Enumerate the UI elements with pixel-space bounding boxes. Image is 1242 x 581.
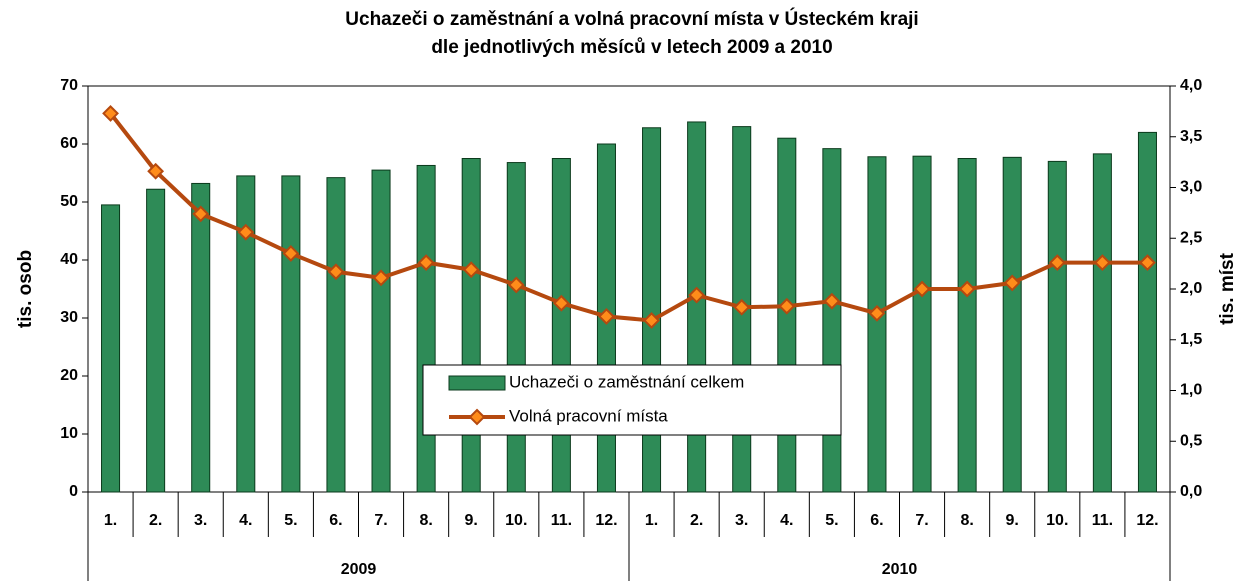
bar	[1137, 131, 1157, 493]
marker	[1048, 254, 1066, 272]
x-tick-label: 9.	[1006, 512, 1019, 529]
y-tick-label: 70	[60, 77, 78, 94]
x-tick-label: 6.	[329, 512, 342, 529]
x-tick-label: 4.	[780, 512, 793, 529]
x-tick-label: 2.	[149, 512, 162, 529]
y2-tick-label: 2,5	[1180, 229, 1202, 246]
x-tick-label: 7.	[374, 512, 387, 529]
x-tick-label: 9.	[465, 512, 478, 529]
bar	[551, 158, 571, 493]
x-tick-label: 1.	[645, 512, 658, 529]
y-tick-label: 40	[60, 251, 78, 268]
legend-label: Volná pracovní místa	[509, 406, 668, 425]
marker	[102, 104, 119, 122]
group-label: 2009	[341, 561, 377, 578]
marker	[417, 254, 435, 272]
y2-tick-label: 0,0	[1180, 483, 1202, 500]
marker	[372, 269, 390, 287]
x-tick-label: 8.	[419, 512, 432, 529]
y-tick-label: 30	[60, 309, 78, 326]
marker	[327, 263, 345, 281]
x-tick-label: 5.	[825, 512, 838, 529]
bar	[146, 188, 166, 493]
bar	[371, 169, 391, 493]
chart-title: dle jednotlivých měsíců v letech 2009 a …	[431, 37, 832, 58]
marker	[598, 307, 615, 325]
bar	[326, 177, 346, 493]
marker	[237, 223, 255, 241]
marker	[282, 245, 300, 262]
y-tick-label: 60	[60, 135, 78, 152]
y2-tick-label: 3,0	[1180, 179, 1202, 196]
bar	[687, 121, 707, 493]
marker	[733, 298, 751, 316]
chart-title: Uchazeči o zaměstnání a volná pracovní m…	[345, 8, 918, 30]
marker	[1093, 254, 1111, 272]
x-tick-label: 5.	[284, 512, 297, 529]
x-tick-label: 8.	[960, 512, 973, 529]
y2-tick-label: 4,0	[1180, 77, 1202, 94]
bar	[236, 175, 256, 493]
x-tick-label: 6.	[870, 512, 883, 529]
x-tick-label: 10.	[505, 512, 527, 529]
bar	[1047, 160, 1067, 493]
x-tick-label: 1.	[104, 512, 117, 529]
y-tick-label: 0	[69, 483, 78, 500]
x-tick-label: 12.	[1136, 512, 1158, 529]
marker	[1139, 254, 1156, 272]
legend-swatch	[448, 375, 506, 391]
marker	[552, 294, 570, 312]
y2-tick-label: 1,5	[1180, 331, 1202, 348]
marker	[913, 280, 931, 298]
bar	[642, 127, 662, 493]
marker	[688, 286, 706, 304]
bar	[957, 158, 977, 493]
marker	[507, 276, 525, 294]
y2-tick-label: 0,5	[1180, 432, 1202, 449]
bar	[1002, 156, 1022, 493]
marker	[147, 162, 165, 180]
legend-swatch	[468, 408, 486, 426]
x-tick-label: 4.	[239, 512, 252, 529]
x-tick-label: 11.	[1092, 512, 1113, 529]
bar	[1092, 153, 1112, 493]
marker	[192, 205, 210, 223]
bar	[506, 162, 526, 493]
x-tick-label: 12.	[595, 512, 617, 529]
x-tick-label: 3.	[735, 512, 748, 529]
y-tick-label: 50	[60, 193, 78, 210]
bar	[416, 164, 436, 493]
legend-label: Uchazeči o zaměstnání celkem	[509, 372, 744, 391]
x-tick-label: 11.	[551, 512, 572, 529]
line	[108, 112, 1148, 323]
y2-tick-label: 2,0	[1180, 280, 1202, 297]
bar	[867, 156, 887, 493]
marker	[778, 297, 796, 315]
bar	[777, 137, 797, 493]
x-tick-label: 2.	[690, 512, 703, 529]
marker	[823, 292, 841, 310]
marker	[868, 304, 886, 322]
x-tick-label: 3.	[194, 512, 207, 529]
group-label: 2010	[882, 561, 918, 578]
y-axis-label: tis. osob	[15, 250, 36, 328]
bar	[461, 158, 481, 493]
y2-tick-label: 1,0	[1180, 382, 1202, 399]
marker	[1003, 274, 1021, 292]
marker	[462, 261, 480, 279]
y2-tick-label: 3,5	[1180, 128, 1202, 145]
marker	[643, 312, 660, 329]
bar	[912, 155, 932, 493]
bar	[191, 182, 211, 493]
x-tick-label: 7.	[915, 512, 928, 529]
bar	[101, 204, 121, 493]
y-tick-label: 20	[60, 367, 78, 384]
x-tick-label: 10.	[1046, 512, 1068, 529]
y2-axis-label: tis. míst	[1217, 252, 1238, 324]
marker	[958, 280, 976, 298]
bar	[822, 148, 842, 493]
y-tick-label: 10	[60, 425, 78, 442]
bar	[281, 175, 301, 493]
